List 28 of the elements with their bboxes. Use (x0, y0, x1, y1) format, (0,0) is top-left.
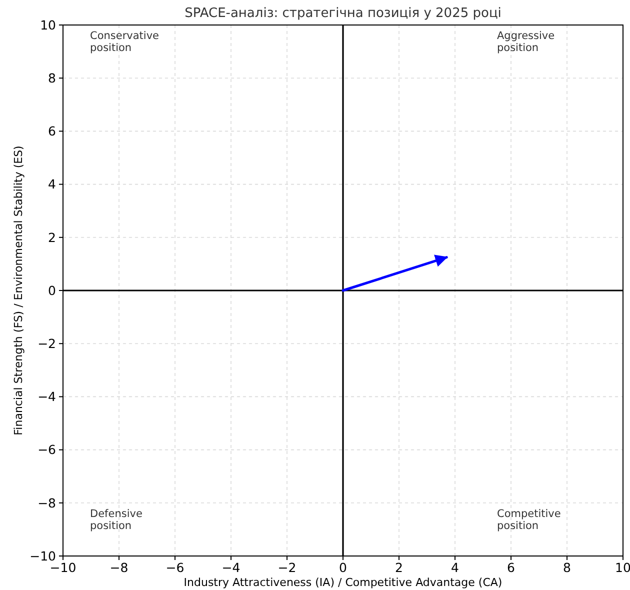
y-tick-label: 4 (48, 176, 56, 192)
x-axis-title: Industry Attractiveness (IA) / Competitive Advantage (CA) (184, 576, 502, 589)
x-tick-label: 8 (563, 560, 572, 575)
annotation: Aggressive position (497, 30, 555, 54)
y-axis-title: Financial Strength (FS) / Environmental Stability (ES) (12, 146, 25, 436)
x-tick-label: 10 (615, 560, 630, 575)
y-tick-label: −4 (38, 389, 56, 404)
y-tick-label: −2 (38, 336, 56, 351)
x-tick-label: 2 (395, 560, 403, 575)
y-tick-label: −6 (38, 442, 56, 458)
y-tick-label: −8 (38, 495, 56, 510)
x-tick-label: 6 (507, 560, 516, 575)
y-tick-label: 0 (48, 282, 56, 298)
annotation: Competitive position (497, 508, 561, 532)
x-tick-label: −4 (222, 560, 240, 575)
y-tick-label: 10 (40, 17, 56, 32)
y-tick-label: 8 (48, 70, 56, 86)
y-tick-label: −10 (30, 548, 56, 564)
annotation: Conservative position (90, 30, 160, 54)
annotation: Defensive position (90, 508, 142, 532)
x-tick-label: −2 (278, 560, 296, 575)
x-tick-label: 0 (339, 560, 348, 575)
x-tick-label: −8 (110, 560, 128, 575)
x-tick-label: 4 (451, 560, 460, 575)
chart-title: SPACE-аналіз: стратегічна позиція у 2025 році (184, 6, 502, 21)
y-tick-label: 2 (48, 230, 56, 245)
x-tick-label: −6 (166, 560, 184, 575)
y-tick-label: 6 (48, 124, 56, 139)
